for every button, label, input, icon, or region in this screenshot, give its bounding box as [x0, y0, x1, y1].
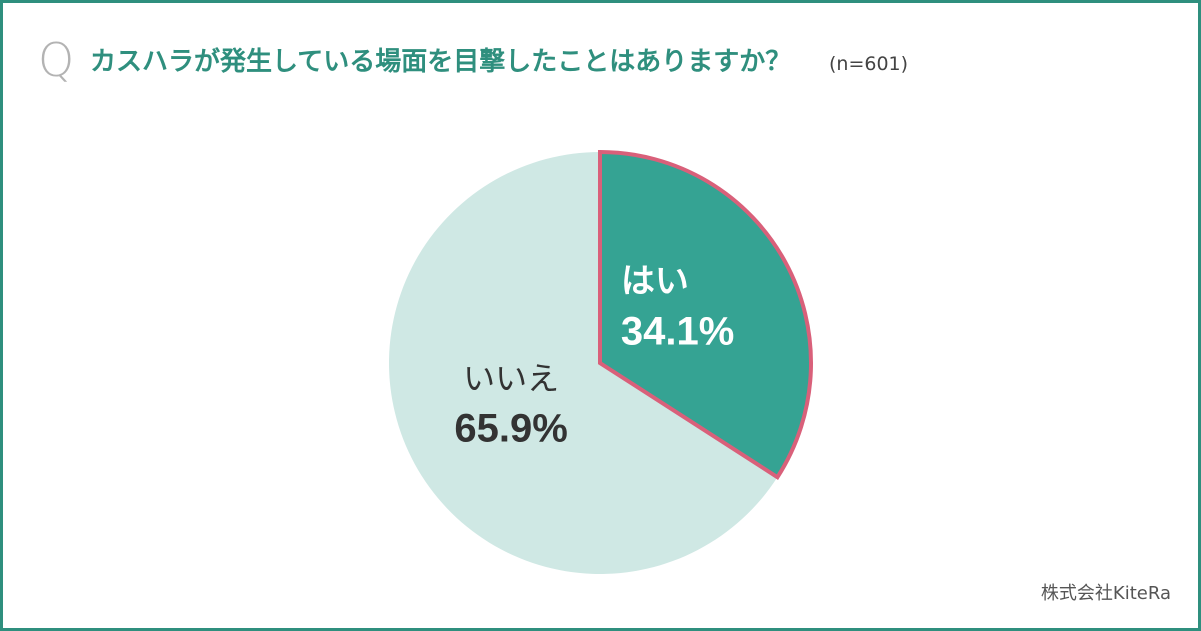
pie-slice-no — [389, 152, 778, 574]
slice-label: いいえ — [463, 360, 559, 398]
slice-value-label: 34.1% — [621, 309, 734, 353]
sample-size: (n=601) — [829, 53, 909, 75]
slice-label: はい — [621, 261, 689, 301]
company-credit: 株式会社KiteRa — [1040, 583, 1171, 604]
q-icon: Q — [38, 33, 75, 87]
chart-title: カスハラが発生している場面を目撃したことはありますか？ — [90, 47, 792, 77]
pie-slice-yes — [598, 149, 813, 480]
pie-slices — [389, 149, 813, 574]
slice-value-label: 65.9% — [454, 407, 567, 451]
pie-labels: はい 34.1% いいえ 65.9% — [454, 261, 734, 450]
